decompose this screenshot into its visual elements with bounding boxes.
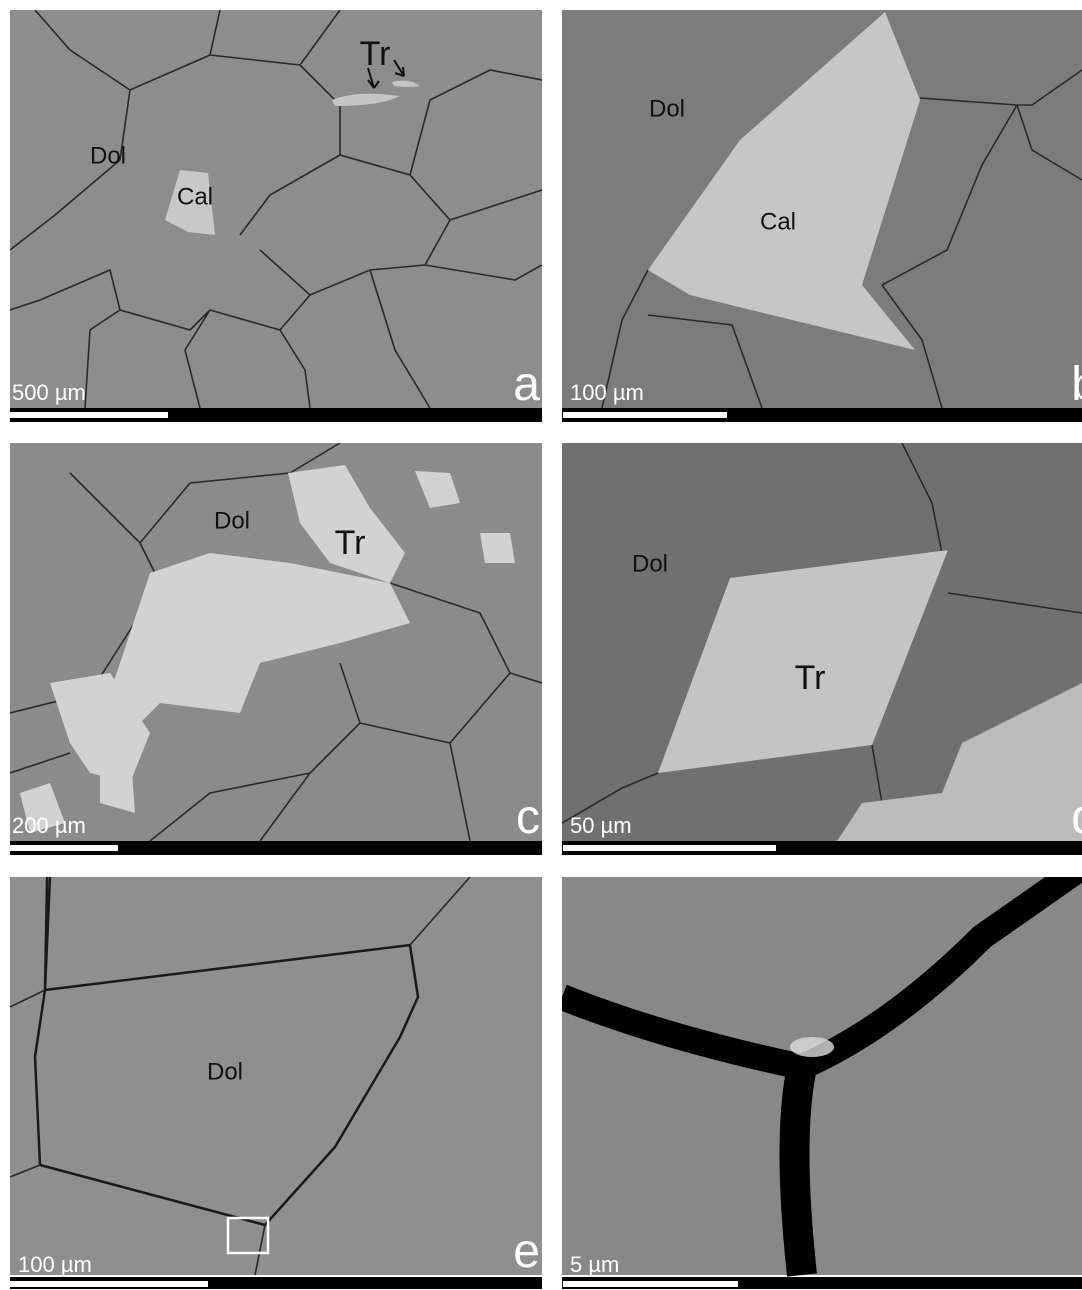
panel-letter: c	[516, 791, 540, 844]
highlight	[790, 1037, 834, 1057]
scale-label: 5 µm	[570, 1252, 619, 1277]
mineral-label: Dol	[214, 507, 250, 534]
panel-letter: b	[1071, 358, 1082, 411]
mineral-label: Tr	[360, 35, 391, 73]
scale-label: 100 µm	[18, 1252, 92, 1277]
mineral-label: Dol	[632, 550, 668, 577]
mineral-label: Dol	[207, 1058, 243, 1085]
mineral-label: Cal	[760, 208, 796, 235]
scale-bar	[10, 1281, 208, 1287]
panel-f: f 5 µm	[562, 867, 1082, 1290]
scale-bar	[563, 1281, 738, 1287]
panel-d: Dol Tr d 50 µm	[562, 443, 1082, 855]
scale-label: 200 µm	[12, 813, 86, 838]
scale-label: 50 µm	[570, 813, 632, 838]
mineral-label: Tr	[335, 524, 366, 562]
figure: Tr Dol Cal a 500 µm Dol Cal b 100 µm Dol…	[0, 0, 1082, 1290]
micrograph	[10, 877, 542, 1275]
panel-letter: a	[513, 358, 540, 411]
scale-bar	[10, 412, 168, 418]
mineral-label: Dol	[90, 142, 126, 169]
scale-bar	[563, 845, 776, 851]
micrograph	[10, 10, 542, 408]
panel-b: Dol Cal b 100 µm	[562, 10, 1082, 422]
panel-letter: d	[1071, 791, 1082, 844]
mineral-label: Dol	[649, 95, 685, 122]
scale-bar	[563, 412, 727, 418]
scale-label: 100 µm	[570, 380, 644, 405]
mineral-label: Tr	[795, 659, 826, 697]
mineral-label: Cal	[177, 183, 213, 210]
panel-letter: e	[513, 1225, 540, 1278]
scale-label: 500 µm	[12, 380, 86, 405]
panel-c: Dol Tr c 200 µm	[10, 443, 542, 855]
crack	[795, 1067, 803, 1275]
panel-a: Tr Dol Cal a 500 µm	[10, 10, 542, 422]
scale-bar	[10, 845, 118, 851]
